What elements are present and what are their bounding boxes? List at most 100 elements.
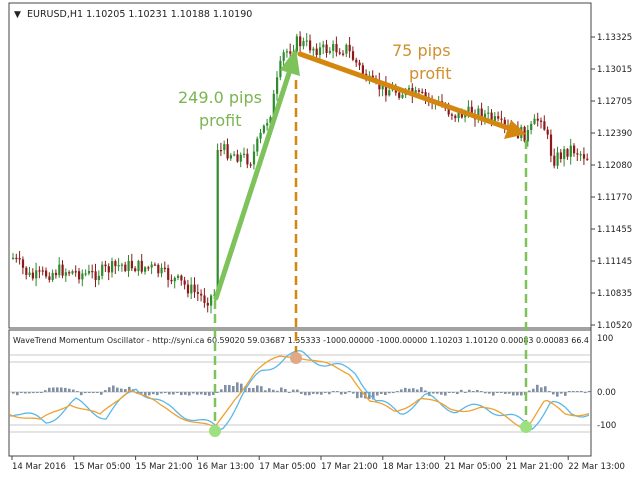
candle <box>540 117 543 129</box>
candle <box>279 56 282 81</box>
histogram-bar <box>316 392 319 395</box>
candle <box>196 284 199 302</box>
menu-triangle-icon[interactable]: ▼ <box>14 10 21 20</box>
histogram-bar <box>424 390 427 392</box>
candle <box>107 263 110 281</box>
histogram-bar <box>220 389 223 392</box>
long-profit-sublabel: profit <box>199 111 242 130</box>
candle <box>51 269 54 282</box>
candle <box>153 262 157 266</box>
histogram-bar <box>196 392 199 395</box>
candle <box>249 162 252 168</box>
candle <box>31 268 34 281</box>
histogram-bar <box>128 386 131 392</box>
histogram-bar <box>532 388 535 392</box>
candle <box>351 46 355 62</box>
histogram-bar <box>120 388 123 392</box>
candle <box>54 269 58 279</box>
candle <box>549 129 553 163</box>
histogram-bar <box>24 392 27 394</box>
time-axis-label: 18 Mar 13:00 <box>383 462 440 472</box>
histogram-bar <box>48 387 51 392</box>
candle <box>74 265 77 277</box>
histogram-bar <box>572 391 575 392</box>
candle <box>226 138 229 161</box>
candle <box>25 266 28 280</box>
candle <box>566 148 569 160</box>
candle <box>134 266 137 273</box>
histogram-bar <box>352 392 355 394</box>
histogram-bar <box>148 392 151 396</box>
histogram-bar <box>152 392 155 395</box>
histogram-bar <box>116 387 119 392</box>
time-axis-label: 17 Mar 21:00 <box>321 462 378 472</box>
candle <box>305 33 308 47</box>
histogram-bar <box>16 392 19 396</box>
histogram-bar <box>280 387 283 392</box>
histogram-bar <box>100 392 103 395</box>
symbol-header: EURUSD,H1 1.10205 1.10231 1.10188 1.1019… <box>27 9 252 20</box>
candle <box>21 256 25 275</box>
histogram-bar <box>304 392 307 396</box>
time-axis-label: 21 Mar 05:00 <box>445 462 502 472</box>
candle <box>579 151 582 162</box>
candle <box>87 264 91 276</box>
candle <box>576 148 579 162</box>
histogram-bar <box>172 392 175 395</box>
histogram-bar <box>32 392 35 394</box>
candle <box>342 50 345 57</box>
histogram-bar <box>512 392 515 396</box>
candle <box>559 149 562 163</box>
time-axis-label: 22 Mar 13:00 <box>568 462 625 472</box>
histogram-bar <box>256 385 259 392</box>
histogram-bar <box>260 386 263 392</box>
candle <box>348 37 351 58</box>
histogram-bar <box>456 392 459 395</box>
short-profit-label: 75 pips <box>392 41 451 60</box>
candle <box>64 268 67 282</box>
candle <box>229 153 232 161</box>
candle <box>147 265 150 272</box>
candle <box>236 149 239 163</box>
histogram-bar <box>344 392 347 394</box>
histogram-bar <box>356 392 359 399</box>
candle <box>497 111 500 122</box>
candle <box>101 261 104 280</box>
histogram-bar <box>272 389 275 392</box>
histogram-bar <box>324 392 327 393</box>
histogram-bar <box>140 392 143 394</box>
histogram-bar <box>112 385 115 392</box>
candle <box>276 71 279 101</box>
time-axis: 14 Mar 2016 15 Mar 05:00 15 Mar 21:00 16 Ma… <box>11 456 625 472</box>
candle <box>35 262 38 287</box>
candle <box>190 277 193 300</box>
histogram-bar <box>336 391 339 392</box>
histogram-bar <box>500 392 503 393</box>
histogram-bar <box>296 389 299 392</box>
histogram-bar <box>236 382 239 392</box>
candle <box>233 151 236 157</box>
histogram-bar <box>188 392 191 396</box>
histogram-bar <box>184 392 187 395</box>
histogram-bar <box>192 392 195 394</box>
candle <box>546 126 549 140</box>
candle <box>28 266 31 277</box>
candle <box>140 253 143 274</box>
histogram-bar <box>392 392 395 394</box>
histogram-bar <box>40 392 43 394</box>
osc-axis-label-bottom: -100 <box>597 421 616 431</box>
histogram-bar <box>144 392 147 397</box>
price-axis-label: 1.11455 <box>597 225 632 235</box>
candle <box>186 279 190 298</box>
histogram-bar <box>268 388 271 392</box>
candle <box>335 36 338 57</box>
candle <box>289 43 292 58</box>
histogram-bar <box>368 392 371 399</box>
time-axis-label: 21 Mar 21:00 <box>506 462 563 472</box>
candle <box>150 261 153 275</box>
candle <box>137 259 140 276</box>
price-axis-label: 1.10520 <box>597 321 632 331</box>
histogram-bar <box>176 392 179 393</box>
histogram-bar <box>452 392 455 393</box>
